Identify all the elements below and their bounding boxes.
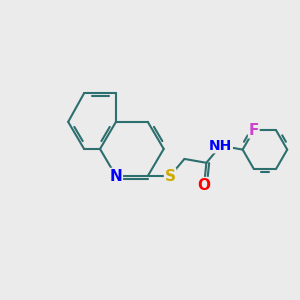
Text: NH: NH (209, 139, 232, 153)
Text: F: F (249, 123, 259, 138)
Text: N: N (110, 169, 122, 184)
Text: S: S (165, 169, 176, 184)
Text: O: O (198, 178, 211, 193)
